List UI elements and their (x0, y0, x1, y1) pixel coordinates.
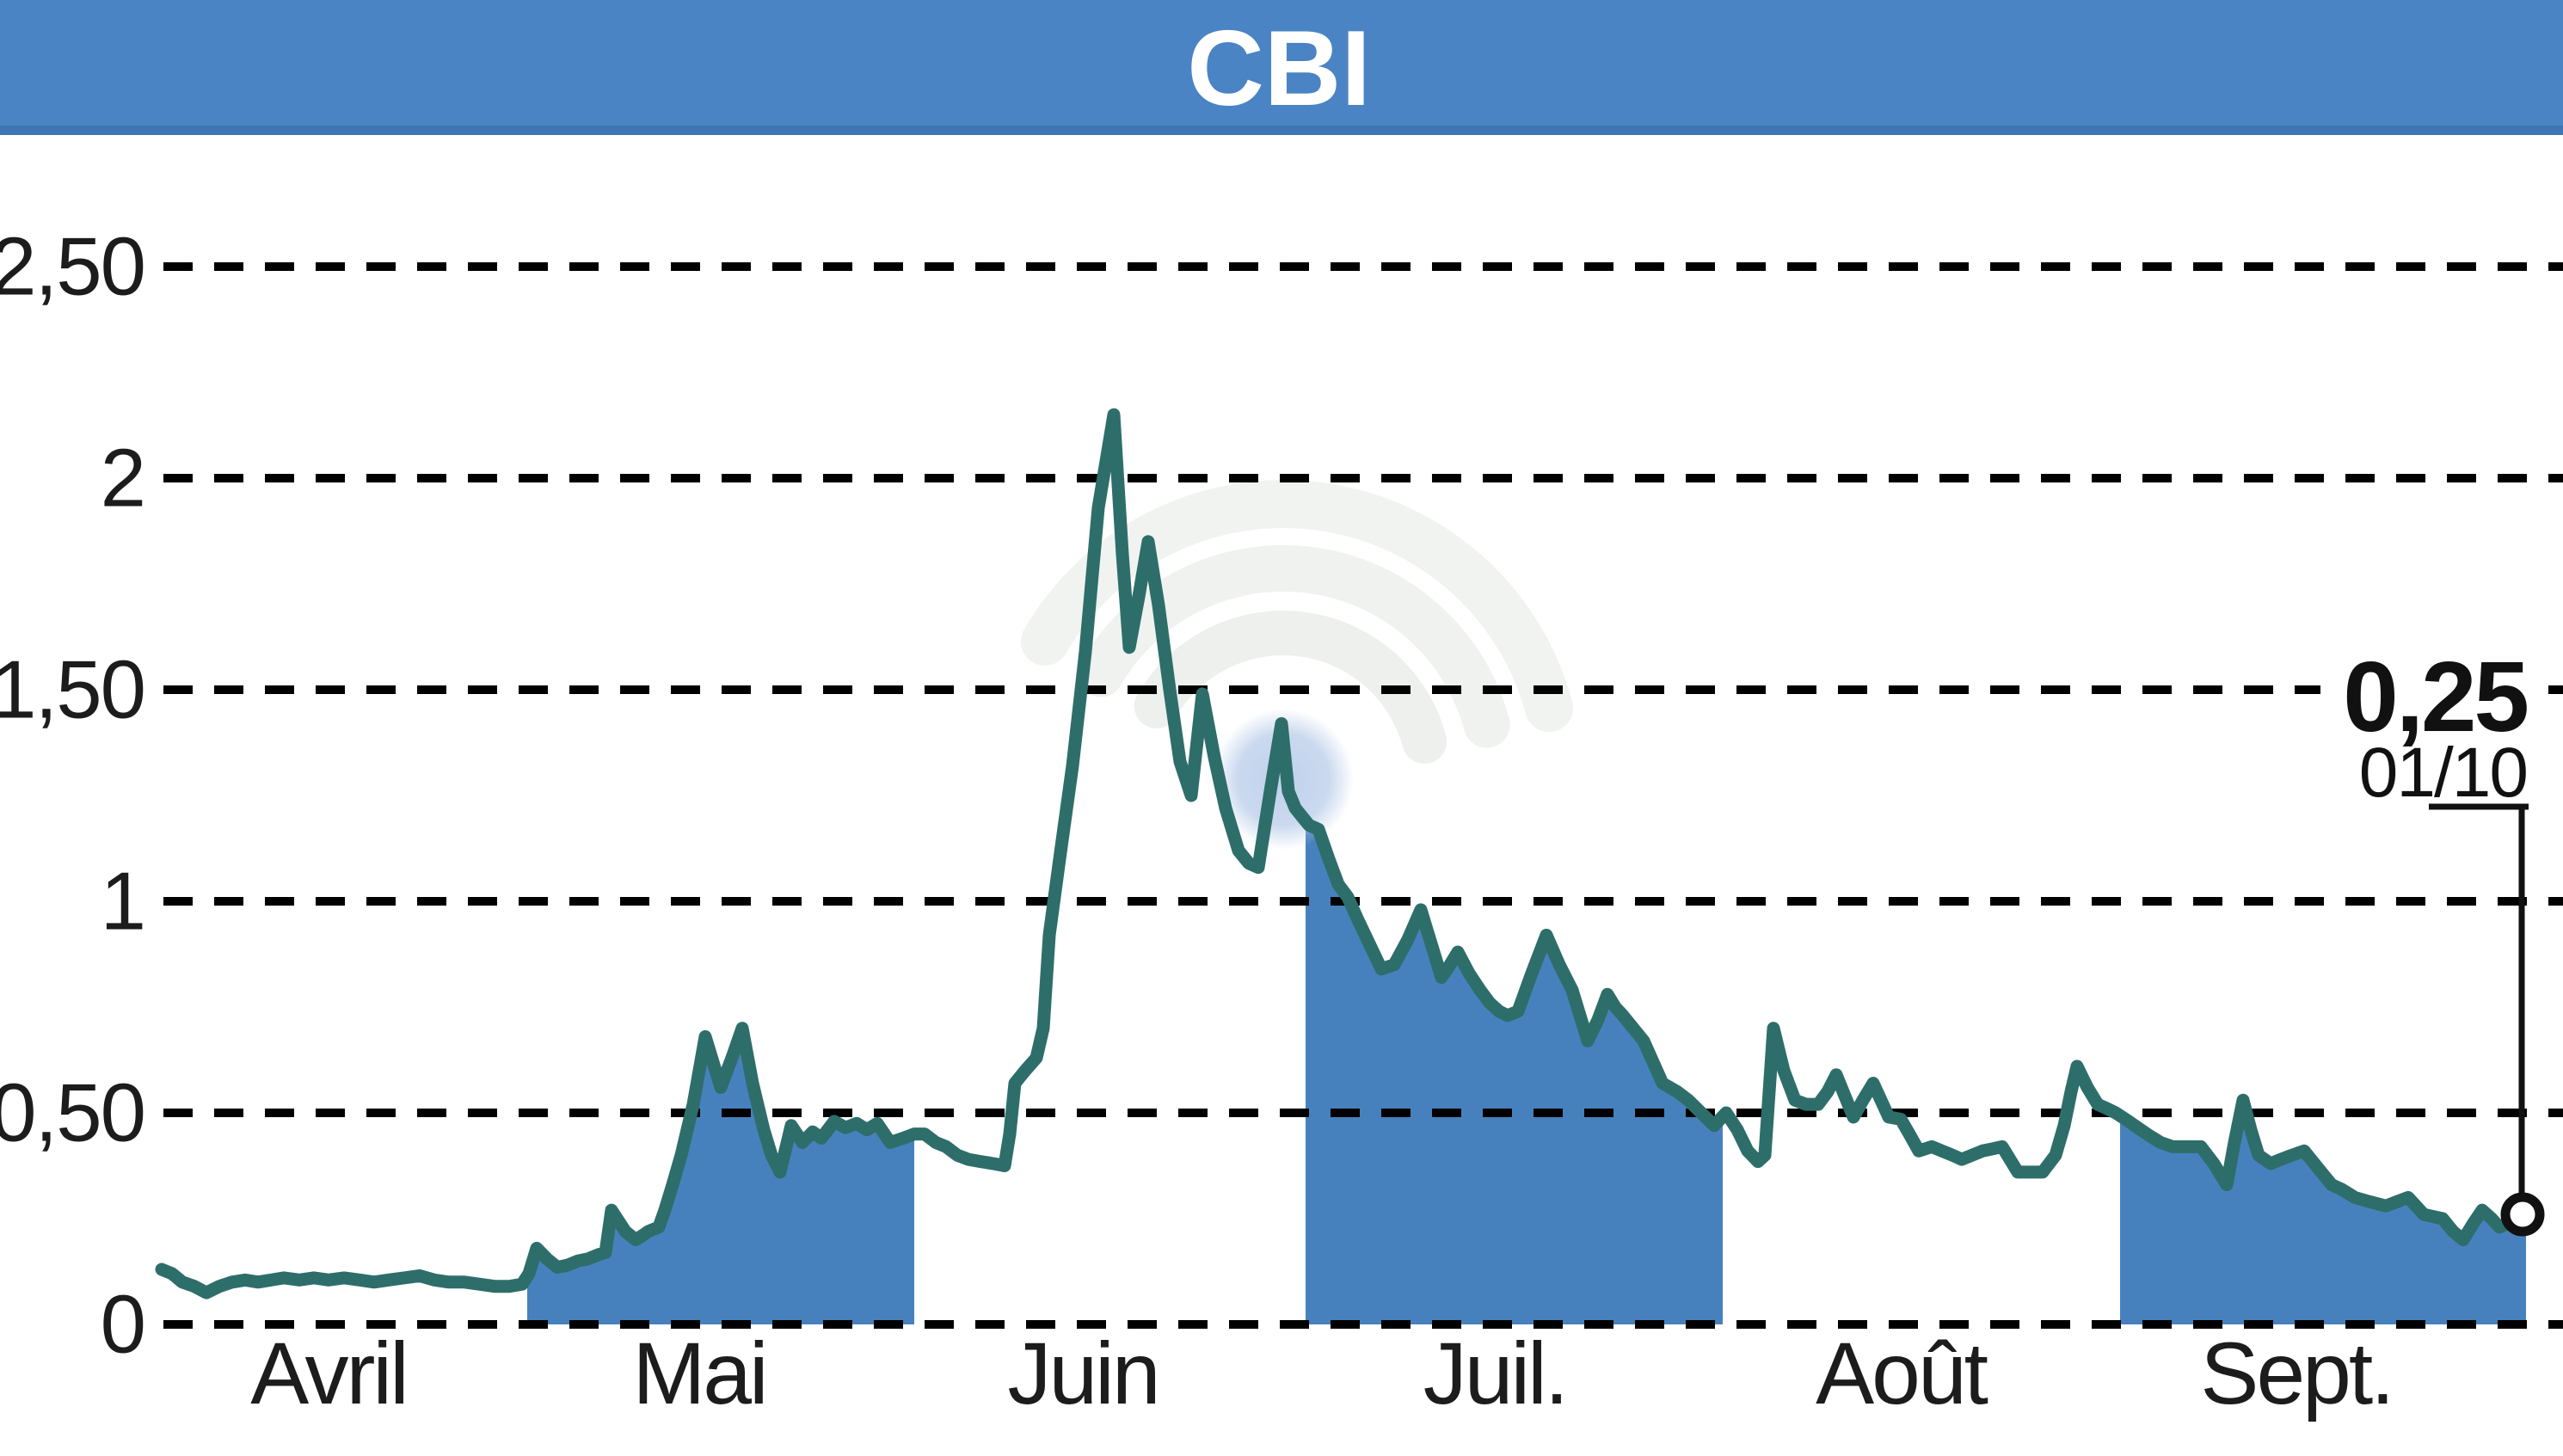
x-axis-month-labels: Avril Mai Juin Juil. Août Sept. (250, 1324, 2394, 1422)
month-fill-area-mai (527, 1028, 914, 1324)
x-axis-label-juin: Juin (1007, 1324, 1158, 1422)
header-bar-bottom-edge (0, 126, 2563, 135)
y-axis-label: 2 (101, 433, 144, 525)
header-bar (0, 0, 2563, 135)
price-line (155, 408, 2529, 1299)
month-fill-areas (527, 820, 2526, 1324)
y-axis-label: 1 (101, 856, 144, 948)
signal-watermark-icon (1020, 480, 1574, 850)
x-axis-label-mai: Mai (632, 1324, 765, 1422)
x-axis-label-sept: Sept. (2200, 1324, 2392, 1422)
last-price-annotation: 0,25 01/10 (2320, 638, 2545, 1237)
y-axis-label: 0,50 (0, 1067, 144, 1159)
x-axis-label-août: Août (1816, 1324, 1988, 1422)
x-axis-label-juil: Juil. (1423, 1324, 1566, 1422)
last-price-date: 01/10 (2359, 734, 2527, 812)
gridlines (163, 262, 2563, 1329)
annotation-background (2320, 638, 2544, 807)
y-axis-label: 1,50 (0, 644, 144, 736)
y-axis-labels: 0 0,50 1 1,50 2 2,50 (0, 221, 146, 1371)
last-price-value: 0,25 (2343, 641, 2527, 753)
last-point-marker (2500, 1192, 2545, 1237)
y-axis-label: 2,50 (0, 221, 144, 313)
month-fill-area-sept (2120, 1100, 2526, 1324)
y-axis-label: 0 (101, 1279, 144, 1371)
page-title: CBI (1187, 9, 1371, 128)
x-axis-label-avril: Avril (250, 1324, 406, 1422)
